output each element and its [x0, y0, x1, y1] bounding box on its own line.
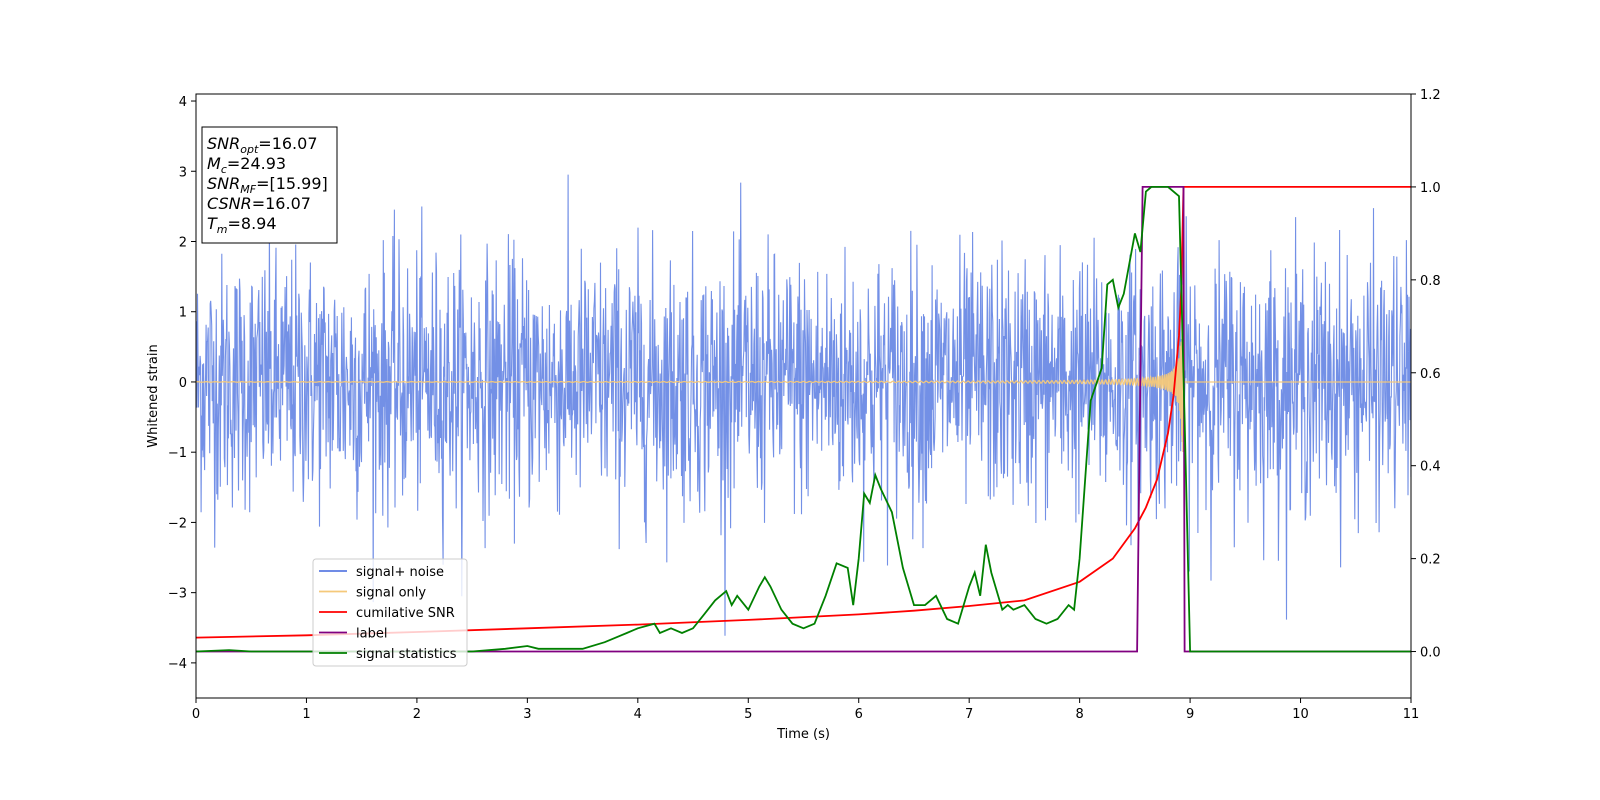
legend-frame: [312, 558, 468, 667]
y-right-tick-label: 0.0: [1420, 646, 1441, 661]
annotation-box: SNRopt=16.07Mc=24.93SNRMF=[15.99]CSNR=16…: [201, 126, 338, 244]
y-left-tick-label: 3: [179, 165, 187, 180]
series-lines-group: [196, 185, 1411, 653]
y-left-tick-label: −3: [168, 587, 187, 602]
x-tick-label: 10: [1292, 707, 1309, 722]
x-tick-label: 1: [302, 707, 310, 722]
x-tick-label: 3: [523, 707, 531, 722]
y-axis-label: Whitened strain: [146, 344, 161, 447]
y-right-tick-label: 0.4: [1420, 460, 1441, 475]
legend-label: label: [356, 627, 387, 642]
y-right-tick-label: 1.0: [1420, 181, 1441, 196]
series-signal-only-line: [196, 284, 1411, 453]
annotation-line: CSNR=16.07: [207, 194, 311, 213]
axes-group: 0 1 2 3 4 5 6 7 8 9 10 11 −4 −3 −2 −1 0 1 2 3 4 0.0 0.2 0.4 0.6 0…: [168, 88, 1441, 722]
y-left-tick-label: 1: [179, 306, 187, 321]
y-left-tick-label: −2: [168, 516, 187, 531]
annotation-line: SNRopt=16.07: [207, 134, 318, 156]
x-tick-label: 9: [1186, 707, 1194, 722]
y-right-tick-label: 0.6: [1420, 367, 1441, 382]
y-left-tick-label: 2: [179, 235, 187, 250]
x-tick-label: 8: [1075, 707, 1083, 722]
annotation-frame: [201, 126, 338, 244]
plot-frame: [195, 93, 1412, 699]
x-tick-label: 6: [855, 707, 863, 722]
legend-label: signal only: [356, 586, 426, 601]
series-signal-noise-group: [196, 174, 1411, 636]
annotation-line: Tm=8.94: [207, 214, 277, 236]
x-tick-label: 5: [744, 707, 752, 722]
y-right-tick-label: 1.2: [1420, 88, 1441, 103]
legend-label: cumilative SNR: [356, 606, 455, 621]
y-left-tick-label: 0: [179, 376, 187, 391]
annotation-line: Mc=24.93: [207, 154, 286, 176]
x-tick-label: 4: [634, 707, 642, 722]
legend-label: signal+ noise: [356, 565, 444, 580]
x-tick-label: 7: [965, 707, 973, 722]
y-right-tick-label: 0.8: [1420, 274, 1441, 289]
y-left-tick-label: −4: [168, 657, 187, 672]
x-axis-label: Time (s): [776, 727, 830, 742]
series-signal-statistics-line: [196, 185, 1411, 653]
series-signal-noise-line: [196, 174, 1411, 636]
y-left-tick-label: −1: [168, 446, 187, 461]
legend: signal+ noise signal only cumilative SNR la…: [312, 558, 468, 667]
x-tick-label: 11: [1403, 707, 1420, 722]
y-right-tick-label: 0.2: [1420, 553, 1441, 568]
y-left-tick-label: 4: [179, 95, 187, 110]
x-tick-label: 0: [192, 707, 200, 722]
legend-label: signal statistics: [356, 647, 457, 662]
x-tick-label: 2: [413, 707, 421, 722]
series-cumilative-snr-line: [196, 185, 1411, 639]
series-signal-only-group: [196, 284, 1411, 453]
annotation-line: SNRMF=[15.99]: [207, 174, 328, 196]
